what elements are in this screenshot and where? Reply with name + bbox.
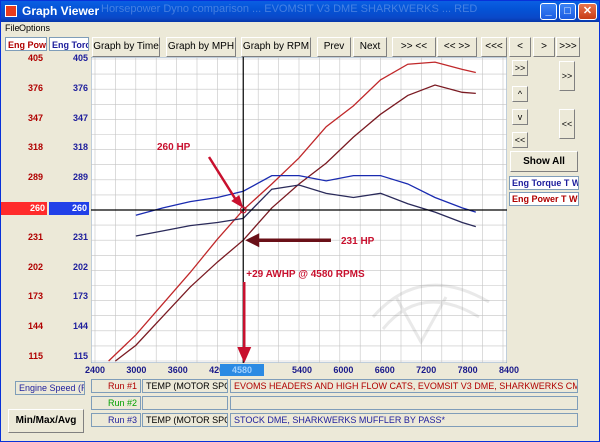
x-axis-tick: 8400: [498, 365, 520, 375]
run-1-type[interactable]: TEMP (MOTOR SPO: [142, 379, 228, 393]
step-forward-far-button[interactable]: >>>: [556, 37, 580, 57]
left-axis-tick: 318: [27, 142, 43, 153]
menu-file[interactable]: File: [5, 23, 20, 33]
step-back-button[interactable]: <: [509, 37, 531, 57]
maximize-button[interactable]: □: [559, 3, 576, 20]
x-channel-field[interactable]: Engine Speed (R: [15, 381, 85, 395]
series-line-2: [115, 84, 476, 362]
next-button[interactable]: Next: [353, 37, 387, 57]
prev-button[interactable]: Prev: [317, 37, 351, 57]
run-3-type[interactable]: TEMP (MOTOR SPO: [142, 413, 228, 427]
nudge-down-button[interactable]: v: [512, 109, 528, 125]
annotation-arrowhead-down: [237, 347, 252, 363]
x-axis-tick: 7200: [416, 365, 437, 375]
window-title: Graph Viewer: [22, 4, 100, 18]
cursor-marker: [239, 206, 247, 214]
left-axis-tick: 376: [27, 82, 43, 93]
right-axis-tick: 318: [72, 142, 88, 153]
scroll-right-button[interactable]: >>: [512, 60, 528, 76]
close-button[interactable]: ✕: [578, 3, 597, 20]
graph-by-time-button[interactable]: Graph by Time: [92, 37, 160, 57]
run-2-label[interactable]: Run #2: [91, 396, 141, 410]
left-axis-tick: 202: [27, 261, 43, 272]
annotation-arrow-260: [207, 156, 238, 201]
x-axis-tick: 4200: [199, 365, 239, 375]
annotation-gain: +29 AWHP @ 4580 RPMS: [246, 269, 365, 280]
x-axis-tick: 2400: [84, 365, 106, 375]
run-1-description[interactable]: EVOMS HEADERS AND HIGH FLOW CATS, EVOMSI…: [230, 379, 578, 393]
right-axis-tick: 376: [72, 82, 88, 93]
series-line-1: [108, 61, 476, 362]
step-back-far-button[interactable]: <<<: [481, 37, 507, 57]
right-axis-cursor-value: 260: [49, 202, 89, 215]
right-axis-tick: 289: [72, 172, 88, 183]
graph-by-rpm-button[interactable]: Graph by RPM: [241, 37, 311, 57]
right-axis-tick: 173: [72, 291, 88, 302]
left-axis-tick: 115: [28, 351, 43, 361]
right-axis-tick: 144: [72, 321, 88, 332]
left-axis-tick: 289: [27, 172, 43, 183]
run-3-label[interactable]: Run #3: [91, 413, 141, 427]
menu-options[interactable]: Options: [19, 23, 51, 33]
nudge-up-button[interactable]: ^: [512, 86, 528, 102]
legend-torque[interactable]: Eng Torque T W: [509, 176, 579, 190]
min-max-avg-button[interactable]: Min/Max/Avg: [8, 409, 84, 433]
watermark-logo: [371, 283, 490, 346]
zoom-in-button[interactable]: >> <<: [392, 37, 436, 57]
left-axis-cursor-value: 260: [1, 202, 47, 215]
left-axis-tick: 231: [27, 231, 43, 242]
right-axis-tick: 202: [72, 261, 88, 272]
left-axis-tick: 347: [27, 112, 43, 123]
right-axis-tick: 115: [73, 351, 88, 361]
right-axis-tick: 405: [72, 53, 88, 63]
right-axis-tick: 231: [72, 231, 88, 242]
scroll-up-right-button[interactable]: >>: [559, 61, 575, 91]
annotation-260-hp: 260 HP: [157, 142, 191, 153]
dyno-chart[interactable]: 260 HP 231 HP +29 AWHP @ 4580 RPMS: [91, 57, 507, 363]
x-axis-tick: 6600: [374, 365, 395, 375]
x-axis-tick: 5400: [291, 365, 313, 375]
minimize-button[interactable]: _: [540, 3, 557, 20]
left-axis-header[interactable]: Eng Pow: [5, 37, 47, 51]
menu-bar: File Options: [1, 22, 599, 34]
left-axis-tick: 173: [27, 291, 43, 302]
scroll-left-button[interactable]: <<: [512, 132, 528, 148]
zoom-out-button[interactable]: << >>: [437, 37, 477, 57]
annotation-arrowhead-231: [245, 233, 260, 248]
run-2-description[interactable]: [230, 396, 578, 410]
x-axis-tick: 6000: [333, 365, 354, 375]
left-axis-tick: 405: [27, 53, 43, 63]
title-bar-ghost-text: Horsepower Dyno comparison ... EVOMSIT V…: [101, 3, 478, 15]
run-2-type[interactable]: [142, 396, 228, 410]
x-axis-tick: 3600: [167, 365, 188, 375]
scroll-down-right-button[interactable]: <<: [559, 109, 575, 139]
left-axis-tick: 144: [27, 321, 43, 332]
graph-by-mph-button[interactable]: Graph by MPH: [166, 37, 236, 57]
legend-power[interactable]: Eng Power T WO: [509, 192, 579, 206]
x-axis-tick: 7800: [457, 365, 478, 375]
title-bar[interactable]: Horsepower Dyno comparison ... EVOMSIT V…: [1, 1, 599, 22]
right-axis-header[interactable]: Eng Torc: [49, 37, 89, 51]
step-forward-button[interactable]: >: [533, 37, 555, 57]
series-line-4: [135, 184, 476, 237]
x-axis-cursor-value: 4580: [220, 364, 264, 376]
annotation-arrowhead-260: [231, 195, 244, 208]
run-3-description[interactable]: STOCK DME, SHARKWERKS MUFFLER BY PASS*: [230, 413, 578, 427]
app-icon: [5, 5, 17, 17]
annotation-231-hp: 231 HP: [341, 236, 375, 247]
right-axis-tick: 347: [72, 112, 88, 123]
x-axis-tick: 3000: [126, 365, 147, 375]
run-1-label[interactable]: Run #1: [91, 379, 141, 393]
series-line-3: [135, 174, 476, 216]
show-all-button[interactable]: Show All: [510, 151, 578, 172]
